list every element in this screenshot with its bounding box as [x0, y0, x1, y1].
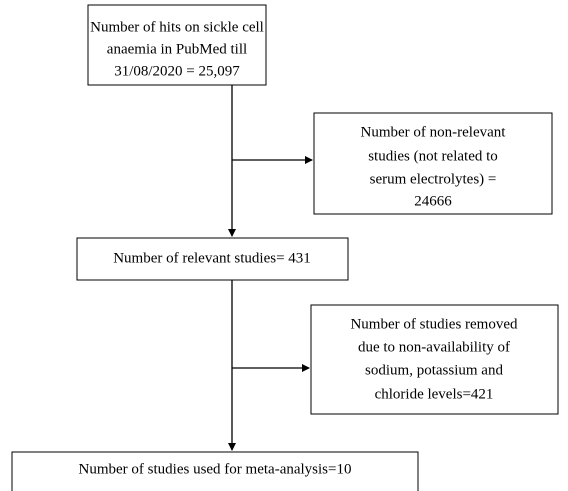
node-text: serum electrolytes) =	[370, 171, 497, 187]
node-text: Number of hits on sickle cell	[90, 19, 264, 35]
box	[87, 4, 267, 86]
node-text: chloride levels=421	[375, 386, 494, 402]
node-text: anaemia in PubMed till	[107, 41, 247, 57]
box	[310, 304, 559, 415]
box	[313, 112, 553, 215]
node-text: Number of relevant studies= 431	[113, 250, 311, 266]
box	[11, 451, 419, 491]
node-text: studies (not related to	[368, 148, 498, 164]
node-text: Number of studies removed	[350, 316, 518, 332]
node-text: sodium, potassium and	[365, 362, 503, 378]
node-text: 24666	[414, 193, 452, 209]
node-text: 31/08/2020 = 25,097	[114, 63, 240, 79]
node-text: Number of studies used for meta-analysis…	[79, 461, 352, 477]
node-text: due to non-availability of	[358, 339, 510, 355]
node-text: Number of non-relevant	[361, 124, 507, 140]
box	[76, 237, 349, 281]
